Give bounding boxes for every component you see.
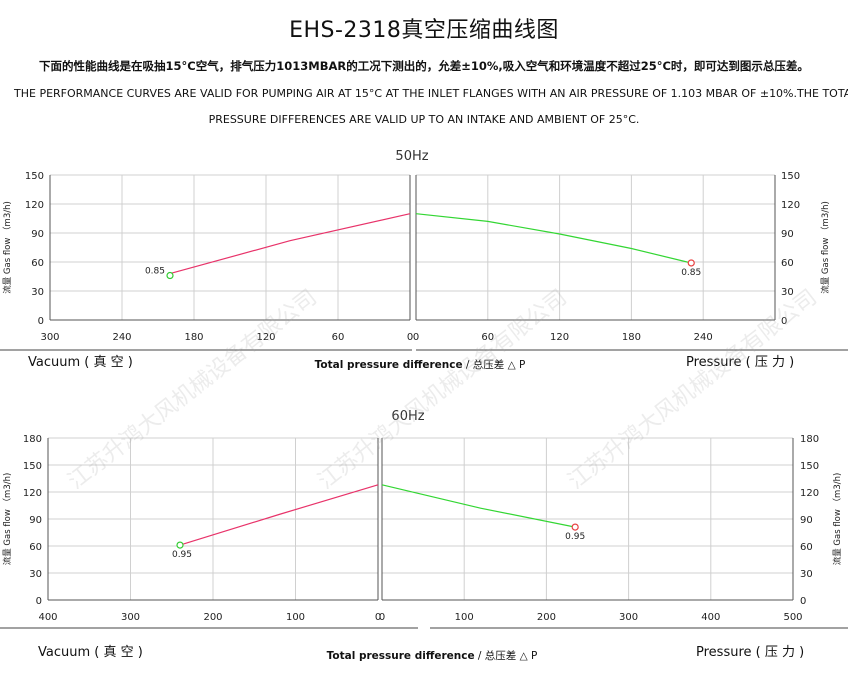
y-tick-label-left: 150: [25, 171, 44, 182]
y-tick-label-left: 180: [23, 434, 42, 445]
x-axis-title-bold: Total pressure difference: [315, 359, 463, 371]
x-tick-label-pressure: 60: [481, 332, 494, 343]
x-tick-label-vacuum: 0: [375, 612, 381, 623]
y-tick-label-left: 120: [25, 200, 44, 211]
y-tick-label-left: 90: [29, 515, 42, 526]
y-axis-title-right: 流量 Gas flow （m3/h): [832, 473, 843, 566]
note-english-line-2: PRESSURE DIFFERENCES ARE VALID UP TO AN …: [208, 113, 640, 126]
x-tick-label-pressure: 0: [413, 332, 419, 343]
y-tick-label-left: 30: [31, 287, 44, 298]
y-axis-title-left: 流量 Gas flow （m3/h): [2, 473, 13, 566]
y-tick-label-left: 150: [23, 461, 42, 472]
x-tick-label-pressure: 300: [619, 612, 638, 623]
y-tick-label-right: 150: [800, 461, 819, 472]
x-tick-label-vacuum: 100: [286, 612, 305, 623]
x-axis-title: Total pressure difference / 总压差 △ P: [327, 649, 538, 662]
vacuum-label: Vacuum ( 真 空 ): [38, 645, 143, 660]
y-tick-label-right: 180: [800, 434, 819, 445]
x-tick-label-pressure: 200: [537, 612, 556, 623]
x-axis-title-rest: / 总压差 △ P: [463, 358, 526, 371]
note-chinese: 下面的性能曲线是在吸抽15°C空气，排气压力1013MBAR的工况下测出的，允差…: [39, 59, 809, 73]
x-tick-label-pressure: 400: [701, 612, 720, 623]
y-tick-label-right: 0: [781, 316, 787, 327]
y-axis-title-right: 流量 Gas flow （m3/h): [820, 201, 831, 294]
vacuum-curve: [179, 484, 379, 546]
vacuum-label: Vacuum ( 真 空 ): [28, 355, 133, 370]
pressure-end-point: [571, 523, 579, 531]
x-tick-label-vacuum: 60: [332, 332, 345, 343]
pressure-curve: [415, 213, 692, 264]
y-tick-label-left: 0: [36, 596, 42, 607]
y-tick-label-right: 90: [781, 229, 794, 240]
x-tick-label-vacuum: 120: [256, 332, 275, 343]
pressure-label: Pressure ( 压 力 ): [686, 355, 794, 370]
pressure-end-point: [687, 259, 695, 267]
x-tick-label-pressure: 0: [379, 612, 385, 623]
y-tick-label-left: 90: [31, 229, 44, 240]
chart-title: 50Hz: [395, 149, 428, 164]
y-tick-label-left: 30: [29, 569, 42, 580]
y-tick-label-right: 120: [781, 200, 800, 211]
y-axis-title-left: 流量 Gas flow （m3/h): [2, 201, 13, 294]
y-tick-label-left: 0: [38, 316, 44, 327]
x-tick-label-vacuum: 0: [407, 332, 413, 343]
point-label: 0.85: [145, 267, 165, 277]
x-tick-label-pressure: 180: [622, 332, 641, 343]
pressure-curve: [381, 484, 576, 528]
x-tick-label-pressure: 100: [455, 612, 474, 623]
y-tick-label-left: 60: [31, 258, 44, 269]
x-tick-label-pressure: 120: [550, 332, 569, 343]
x-tick-label-vacuum: 400: [38, 612, 57, 623]
x-tick-label-vacuum: 240: [112, 332, 131, 343]
point-label: 0.85: [681, 268, 701, 278]
x-axis-title-bold: Total pressure difference: [327, 650, 475, 662]
vacuum-end-point: [176, 541, 184, 549]
x-tick-label-vacuum: 180: [184, 332, 203, 343]
x-tick-label-vacuum: 300: [40, 332, 59, 343]
chart-title: 60Hz: [391, 409, 424, 424]
y-tick-label-right: 30: [781, 287, 794, 298]
page-title: EHS-2318真空压缩曲线图: [289, 18, 559, 43]
y-tick-label-left: 120: [23, 488, 42, 499]
x-tick-label-vacuum: 300: [121, 612, 140, 623]
y-tick-label-right: 150: [781, 171, 800, 182]
y-tick-label-right: 120: [800, 488, 819, 499]
vacuum-end-point: [166, 271, 174, 280]
x-axis-title-rest: / 总压差 △ P: [475, 649, 538, 662]
y-tick-label-right: 60: [781, 258, 794, 269]
pressure-label: Pressure ( 压 力 ): [696, 645, 804, 660]
y-tick-label-right: 0: [800, 596, 806, 607]
note-english-line-1: THE PERFORMANCE CURVES ARE VALID FOR PUM…: [14, 87, 848, 100]
y-tick-label-right: 60: [800, 542, 813, 553]
y-tick-label-left: 60: [29, 542, 42, 553]
x-axis-title: Total pressure difference / 总压差 △ P: [315, 358, 526, 371]
x-tick-label-pressure: 240: [694, 332, 713, 343]
point-label: 0.95: [565, 532, 585, 542]
y-tick-label-right: 30: [800, 569, 813, 580]
y-tick-label-right: 90: [800, 515, 813, 526]
vacuum-curve: [169, 213, 411, 276]
point-label: 0.95: [172, 550, 192, 560]
x-tick-label-vacuum: 200: [203, 612, 222, 623]
x-tick-label-pressure: 500: [783, 612, 802, 623]
